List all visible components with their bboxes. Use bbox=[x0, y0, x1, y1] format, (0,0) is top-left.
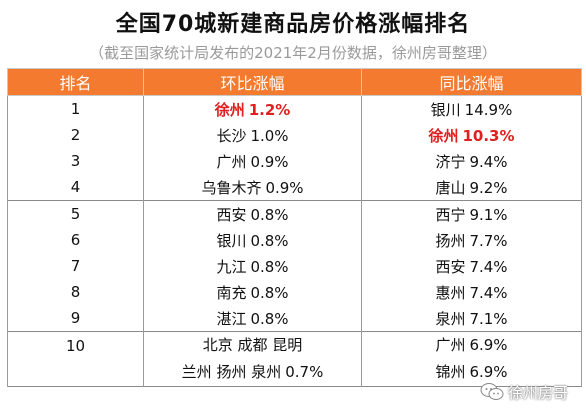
yoy-city: 西安 bbox=[435, 257, 466, 276]
header-yoy: 同比涨幅 bbox=[361, 68, 582, 96]
rank-cell: 9 bbox=[7, 305, 144, 332]
yoy-value: 6.9% bbox=[469, 363, 508, 381]
yoy-city: 唐山 bbox=[435, 178, 466, 197]
page-title: 全国70城新建商品房价格涨幅排名 bbox=[115, 12, 471, 37]
rank-cell: 5 bbox=[7, 200, 144, 227]
yoy-value: 9.1% bbox=[469, 205, 508, 224]
yoy-value: 9.2% bbox=[469, 178, 508, 197]
mom-cell: 乌鲁木齐 0.9% bbox=[143, 174, 362, 201]
mom-city: 兰州 扬州 泉州 bbox=[181, 363, 282, 381]
yoy-value: 6.9% bbox=[469, 336, 508, 354]
mom-cell: 南充 0.8% bbox=[143, 279, 362, 305]
yoy-cell: 惠州 7.4% bbox=[361, 279, 582, 305]
mom-cell: 银川 0.8% bbox=[143, 227, 362, 253]
mom-cell: 广州 0.9% bbox=[143, 148, 362, 174]
rank-cell: 2 bbox=[7, 122, 144, 148]
yoy-city: 济宁 bbox=[435, 152, 466, 171]
mom-cities-line1: 北京 成都 昆明 bbox=[202, 336, 303, 354]
yoy-cell: 西宁 9.1% bbox=[361, 200, 582, 227]
mom-cell: 长沙 1.0% bbox=[143, 122, 362, 148]
yoy-city: 泉州 bbox=[435, 309, 466, 328]
mom-city: 湛江 bbox=[216, 309, 247, 328]
mom-city: 乌鲁木齐 bbox=[201, 178, 262, 197]
header-mom: 环比涨幅 bbox=[143, 68, 362, 96]
watermark: 徐州房哥 bbox=[480, 381, 568, 403]
yoy-cell: 银川 14.9% bbox=[361, 95, 582, 122]
table-row: 10 北京 成都 昆明 兰州 扬州 泉州 0.7% 广州 6.9% 锦州 6.9% bbox=[7, 331, 582, 387]
yoy-city: 银川 bbox=[430, 100, 461, 119]
table-header-row: 排名 环比涨幅 同比涨幅 bbox=[7, 68, 582, 96]
mom-value: 0.7% bbox=[285, 363, 324, 381]
mom-city: 九江 bbox=[216, 257, 247, 276]
mom-value: 0.8% bbox=[250, 205, 289, 224]
yoy-cell: 西安 7.4% bbox=[361, 253, 582, 279]
mom-cell: 湛江 0.8% bbox=[143, 305, 362, 332]
yoy-city: 徐州 bbox=[428, 126, 459, 145]
mom-cell: 徐州 1.2% bbox=[143, 95, 362, 122]
yoy-cell: 泉州 7.1% bbox=[361, 305, 582, 332]
rank-cell: 1 bbox=[7, 95, 144, 122]
table-row: 8 南充 0.8% 惠州 7.4% bbox=[7, 279, 582, 305]
mom-value: 0.8% bbox=[250, 257, 289, 276]
yoy-line2: 锦州 6.9% bbox=[362, 359, 581, 386]
table-row: 6 银川 0.8% 扬州 7.7% bbox=[7, 227, 582, 253]
yoy-city: 西宁 bbox=[435, 205, 466, 224]
table-row: 7 九江 0.8% 西安 7.4% bbox=[7, 253, 582, 279]
mom-city: 广州 bbox=[216, 152, 247, 171]
table-row: 2 长沙 1.0% 徐州 10.3% bbox=[7, 122, 582, 148]
mom-value: 1.0% bbox=[250, 126, 289, 145]
table-row: 1 徐州 1.2% 银川 14.9% bbox=[7, 95, 582, 122]
yoy-city: 锦州 bbox=[435, 363, 466, 381]
mom-city: 南充 bbox=[216, 283, 247, 302]
yoy-value: 7.1% bbox=[469, 309, 508, 328]
mom-value: 0.8% bbox=[250, 231, 289, 250]
wechat-icon bbox=[480, 383, 504, 400]
yoy-cell: 唐山 9.2% bbox=[361, 174, 582, 201]
mom-city: 西安 bbox=[216, 205, 247, 224]
rank-cell: 6 bbox=[7, 227, 144, 253]
rank-cell: 4 bbox=[7, 174, 144, 201]
mom-city: 长沙 bbox=[216, 126, 247, 145]
mom-cell: 西安 0.8% bbox=[143, 200, 362, 227]
yoy-value: 7.7% bbox=[469, 231, 508, 250]
yoy-city: 广州 bbox=[435, 336, 466, 354]
page-subtitle: （截至国家统计局发布的2021年2月份数据，徐州房哥整理） bbox=[89, 44, 497, 62]
yoy-city: 惠州 bbox=[435, 283, 466, 302]
rank-cell: 10 bbox=[7, 331, 144, 387]
rank-cell: 7 bbox=[7, 253, 144, 279]
table-row: 4 乌鲁木齐 0.9% 唐山 9.2% bbox=[7, 174, 582, 201]
mom-value: 0.8% bbox=[250, 283, 289, 302]
mom-value: 1.2% bbox=[248, 100, 291, 119]
yoy-line1: 广州 6.9% bbox=[362, 332, 581, 359]
yoy-city: 扬州 bbox=[435, 231, 466, 250]
yoy-cell: 广州 6.9% 锦州 6.9% bbox=[361, 331, 582, 387]
yoy-value: 10.3% bbox=[462, 126, 515, 145]
mom-city: 银川 bbox=[216, 231, 247, 250]
table-row: 3 广州 0.9% 济宁 9.4% bbox=[7, 148, 582, 174]
yoy-value: 7.4% bbox=[469, 283, 508, 302]
yoy-cell: 济宁 9.4% bbox=[361, 148, 582, 174]
yoy-cell: 徐州 10.3% bbox=[361, 122, 582, 148]
mom-value: 0.9% bbox=[250, 152, 289, 171]
yoy-value: 14.9% bbox=[464, 100, 513, 119]
rank-cell: 3 bbox=[7, 148, 144, 174]
mom-city: 徐州 bbox=[214, 100, 245, 119]
table-row: 5 西安 0.8% 西宁 9.1% bbox=[7, 200, 582, 227]
yoy-value: 7.4% bbox=[469, 257, 508, 276]
mom-value: 0.9% bbox=[265, 178, 304, 197]
mom-value: 0.8% bbox=[250, 309, 289, 328]
mom-cell: 九江 0.8% bbox=[143, 253, 362, 279]
mom-cell: 北京 成都 昆明 兰州 扬州 泉州 0.7% bbox=[143, 331, 362, 387]
table-row: 9 湛江 0.8% 泉州 7.1% bbox=[7, 305, 582, 332]
watermark-text: 徐州房哥 bbox=[508, 383, 569, 402]
mom-cities-line2: 兰州 扬州 泉州 0.7% bbox=[144, 359, 361, 386]
yoy-cell: 扬州 7.7% bbox=[361, 227, 582, 253]
rank-cell: 8 bbox=[7, 279, 144, 305]
yoy-value: 9.4% bbox=[469, 152, 508, 171]
header-rank: 排名 bbox=[7, 68, 144, 96]
ranking-table: 排名 环比涨幅 同比涨幅 1 徐州 1.2% 银川 14.9% 2 长沙 1.0% 徐… bbox=[7, 68, 582, 387]
